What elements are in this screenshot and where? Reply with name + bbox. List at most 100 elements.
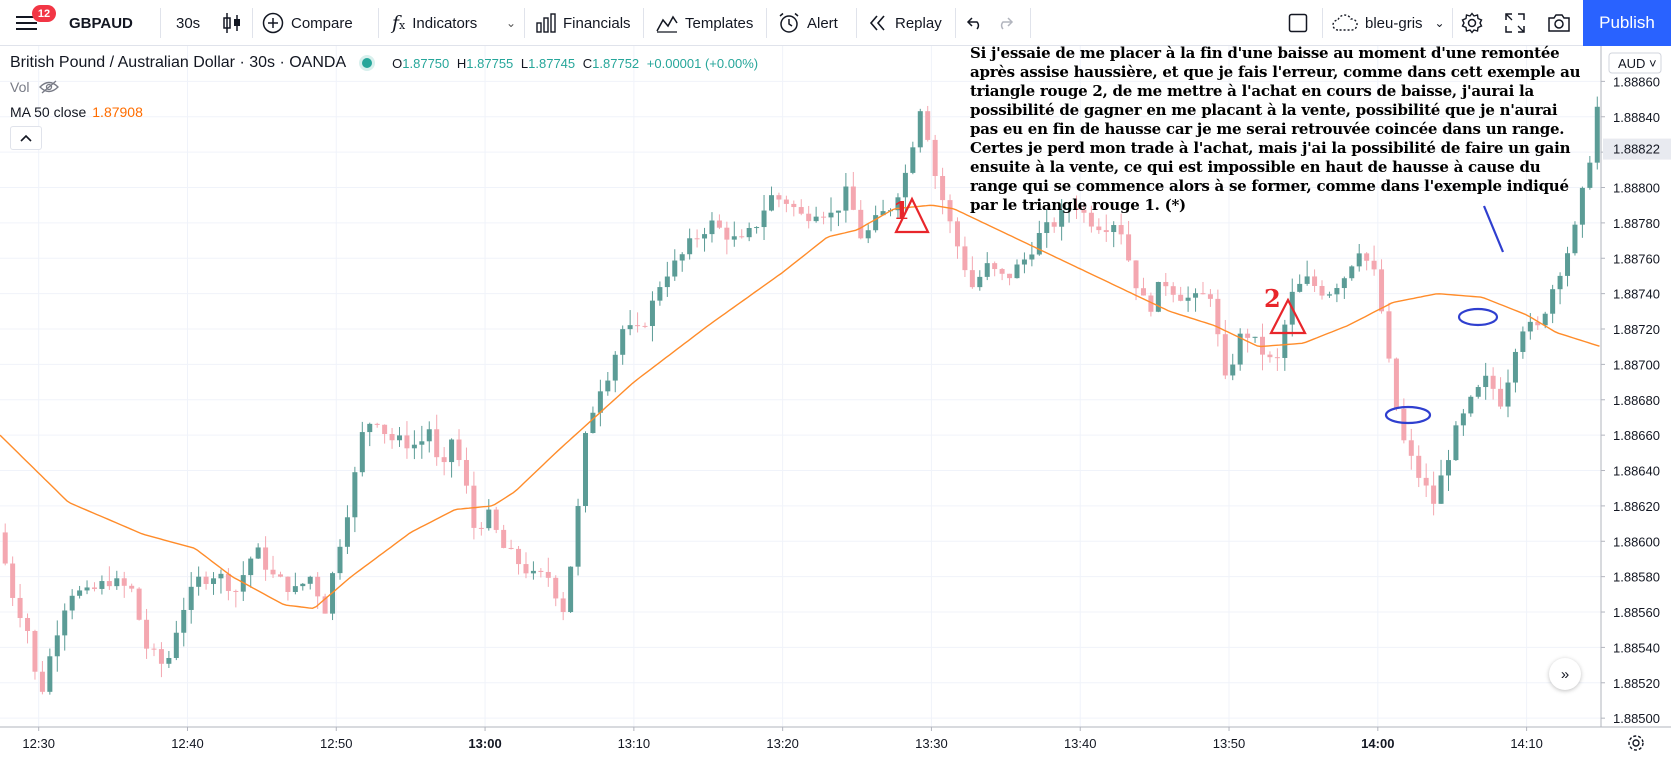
candle-up xyxy=(1334,288,1340,295)
axis-settings-icon xyxy=(1628,735,1644,751)
candle-down xyxy=(1379,269,1385,312)
last-price-label: 1.88822 xyxy=(1613,142,1660,157)
price-tick-label: 1.88560 xyxy=(1613,605,1660,620)
candle-up xyxy=(768,195,774,211)
hidden-eye-icon[interactable] xyxy=(39,80,60,94)
candle-down xyxy=(1535,321,1541,326)
candle-down xyxy=(203,576,209,584)
candle-up xyxy=(873,215,879,231)
candle-down xyxy=(374,423,380,425)
price-tick-label: 1.88740 xyxy=(1613,287,1660,302)
volume-legend[interactable]: Vol xyxy=(10,79,60,95)
candle-down xyxy=(1371,260,1377,270)
cloud-icon xyxy=(1332,14,1358,31)
ma-legend[interactable]: MA 50 close 1.87908 xyxy=(10,104,143,120)
candle-up xyxy=(255,547,261,559)
candle-down xyxy=(25,617,31,631)
candle-up xyxy=(84,587,90,591)
triangle-marker-2 xyxy=(1269,297,1307,335)
templates-button[interactable]: Templates xyxy=(656,0,753,46)
candle-down xyxy=(225,573,231,591)
candle-up xyxy=(449,439,455,463)
compare-button[interactable]: Compare xyxy=(262,0,353,46)
interval-button[interactable]: 30s xyxy=(176,14,201,32)
time-scale: 12:30 12:40 12:50 13:00 13:10 13:20 13:30 13:40… xyxy=(0,726,1671,758)
candle-down xyxy=(1148,295,1154,312)
replay-button[interactable]: Replay xyxy=(868,0,942,46)
time-tick-label: 13:00 xyxy=(468,736,501,751)
candle-up xyxy=(880,211,886,216)
fullscreen-button[interactable] xyxy=(1505,0,1525,46)
candle-down xyxy=(642,325,648,327)
candle-down xyxy=(932,139,938,177)
candle-down xyxy=(1007,273,1013,279)
layout-button[interactable] xyxy=(1288,0,1308,46)
triangle-marker-1 xyxy=(894,196,930,234)
candle-up xyxy=(984,263,990,277)
candle-down xyxy=(1178,294,1184,301)
chart-style-button[interactable] xyxy=(222,0,242,46)
candle-down xyxy=(947,200,953,222)
chart-area[interactable]: 1 2 1.888601.888401.888201.888001.887801… xyxy=(0,44,1671,758)
ellipse-ma xyxy=(1457,307,1499,327)
publish-button[interactable]: Publish xyxy=(1583,0,1671,46)
candle-down xyxy=(523,564,529,574)
candle-up xyxy=(575,506,581,567)
candle-down xyxy=(158,649,164,664)
indicators-dropdown-icon[interactable]: ⌄ xyxy=(506,16,517,30)
scroll-to-realtime-button[interactable]: » xyxy=(1549,658,1581,690)
candle-up xyxy=(173,632,179,659)
candle-down xyxy=(1401,408,1407,441)
candle-down xyxy=(1081,209,1087,213)
candle-up xyxy=(1557,275,1563,290)
redo-button[interactable] xyxy=(996,0,1014,46)
candle-up xyxy=(367,423,373,433)
candle-up xyxy=(1356,253,1362,267)
candle-up xyxy=(813,216,819,222)
indicators-button[interactable]: fx Indicators xyxy=(392,0,477,46)
price-chart[interactable]: 1 2 1.888601.888401.888201.888001.887801… xyxy=(0,46,1671,758)
ellipse-low xyxy=(1384,405,1432,425)
time-tick-label: 13:20 xyxy=(766,736,799,751)
candle-down xyxy=(925,111,931,140)
price-tick-label: 1.88540 xyxy=(1613,640,1660,655)
candle-down xyxy=(1267,354,1273,358)
symbol-search[interactable]: GBPAUD xyxy=(69,14,133,32)
candle-down xyxy=(2,532,8,564)
double-chevron-right-icon: » xyxy=(1560,665,1570,683)
symbol-title[interactable]: British Pound / Australian Dollar · 30s … xyxy=(10,54,347,71)
candle-down xyxy=(463,460,469,486)
candle-up xyxy=(1185,297,1191,301)
candle-down xyxy=(106,581,112,587)
candle-down xyxy=(858,209,864,239)
undo-button[interactable] xyxy=(966,0,984,46)
annotation-text[interactable]: Si j'essaie de me placer à la fin d'une … xyxy=(970,44,1581,214)
axis-gear-teeth xyxy=(1628,735,1644,751)
time-scale-bg xyxy=(0,727,1671,758)
candle-up xyxy=(835,210,841,213)
candle-down xyxy=(285,576,291,593)
candle-down xyxy=(954,221,960,247)
theme-selector[interactable]: bleu-gris ⌄ xyxy=(1332,0,1445,46)
candle-up xyxy=(47,656,53,692)
candle-down xyxy=(501,529,507,548)
candle-up xyxy=(181,609,187,633)
candle-up xyxy=(218,573,224,579)
alert-button[interactable]: Alert xyxy=(778,0,838,46)
ohlc-values: O1.87750 H1.87755 L1.87745 C1.87752 +0.0… xyxy=(392,55,759,71)
collapse-legend-button[interactable] xyxy=(10,126,42,150)
candle-up xyxy=(1193,293,1199,298)
snapshot-button[interactable] xyxy=(1547,0,1571,46)
candle-up xyxy=(902,172,908,198)
settings-button[interactable] xyxy=(1461,0,1483,46)
financials-button[interactable]: Financials xyxy=(536,0,631,46)
time-tick-label: 13:40 xyxy=(1064,736,1097,751)
candle-up xyxy=(486,509,492,529)
candle-down xyxy=(516,548,522,565)
candle-up xyxy=(1520,331,1526,352)
candle-up xyxy=(917,111,923,148)
candle-down xyxy=(1393,358,1399,409)
candle-down xyxy=(821,216,827,218)
candle-up xyxy=(62,610,68,636)
menu-button[interactable] xyxy=(16,0,38,46)
